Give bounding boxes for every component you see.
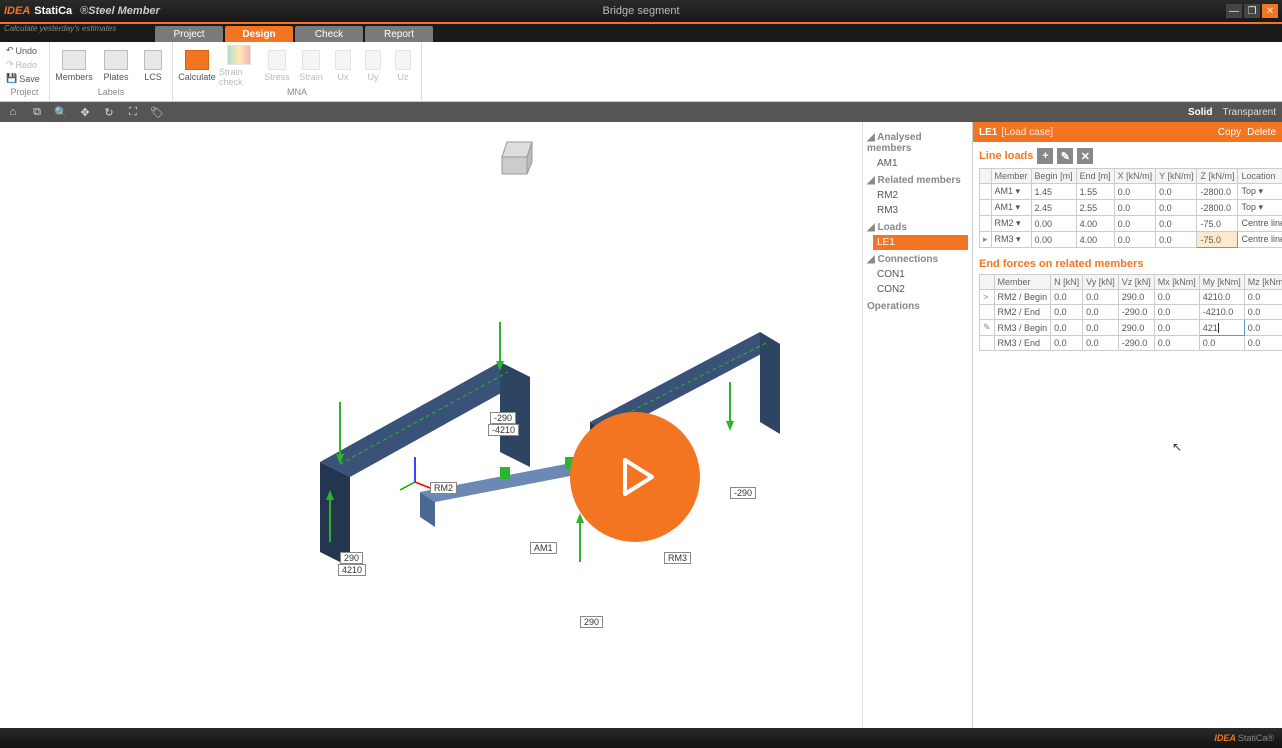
uy-button[interactable]: Uy: [359, 44, 387, 87]
rotate-icon[interactable]: ↻: [102, 105, 116, 119]
transparent-mode[interactable]: Transparent: [1222, 107, 1276, 118]
tree-connections-header[interactable]: ◢ Connections: [867, 254, 968, 265]
end-force-row[interactable]: >RM2 / Begin0.00.0290.00.0 4210.00.0: [980, 290, 1282, 305]
strain-check-button[interactable]: Strain check: [219, 44, 259, 87]
tab-design[interactable]: Design: [225, 26, 293, 42]
zoom-window-icon[interactable]: ⧉: [30, 105, 44, 119]
stress-button[interactable]: Stress: [261, 44, 293, 87]
brand-logo: IDEA: [4, 5, 30, 17]
nav-cube[interactable]: [492, 132, 542, 182]
tab-check[interactable]: Check: [295, 26, 363, 42]
maximize-button[interactable]: ❐: [1244, 4, 1260, 18]
cursor-icon: ↖: [1172, 440, 1182, 454]
line-loads-table[interactable]: MemberBegin [m]End [m]X [kN/m]Y [kN/m]Z …: [979, 168, 1282, 248]
workspace: -290-4210RM2AM1RM3-2902904210290 ◢ Analy…: [0, 122, 1282, 728]
end-force-row[interactable]: RM2 / End0.00.0-290.00.0 -4210.00.0: [980, 305, 1282, 320]
beam-model: [300, 282, 780, 582]
end-force-row[interactable]: RM3 / End0.00.0-290.00.0 0.00.0: [980, 336, 1282, 351]
copy-button[interactable]: Copy: [1218, 127, 1241, 138]
group-labels-label: Labels: [54, 87, 168, 99]
tab-report[interactable]: Report: [365, 26, 433, 42]
viewport-3d[interactable]: -290-4210RM2AM1RM3-2902904210290: [0, 122, 862, 728]
save-button[interactable]: 💾 Save: [4, 72, 45, 85]
tree-operations-header[interactable]: Operations: [867, 301, 968, 312]
main-tabs: Project Design Check Report: [0, 24, 1282, 42]
delete-button[interactable]: Delete: [1247, 127, 1276, 138]
viewport-label: 290: [340, 552, 363, 564]
line-load-row[interactable]: RM2 ▾0.004.000.00.0 -75.0Centre line ▾0: [980, 216, 1282, 232]
group-project-label: Project: [4, 87, 45, 99]
module-name: Steel Member: [88, 5, 160, 17]
line-load-row[interactable]: AM1 ▾2.452.550.00.0 -2800.0Top ▾100: [980, 200, 1282, 216]
tree-related-header[interactable]: ◢ Related members: [867, 175, 968, 186]
status-bar: IDEA StatiCa®: [0, 728, 1282, 748]
strain-button[interactable]: Strain: [295, 44, 327, 87]
minimize-button[interactable]: —: [1226, 4, 1242, 18]
end-forces-table[interactable]: MemberN [kN]Vy [kN]Vz [kN]Mx [kNm]My [kN…: [979, 274, 1282, 351]
close-button[interactable]: ✕: [1262, 4, 1278, 18]
tree-item-le1[interactable]: LE1: [873, 235, 968, 250]
remove-load-button[interactable]: ✕: [1077, 148, 1093, 164]
add-load-button[interactable]: +: [1037, 148, 1053, 164]
properties-panel: LE1 [Load case] Copy Delete Line loads +…: [972, 122, 1282, 728]
viewport-label: -290: [730, 487, 756, 499]
end-force-row[interactable]: ✎RM3 / Begin0.00.0290.00.0 4210.0: [980, 320, 1282, 336]
load-case-title: LE1: [979, 127, 997, 138]
title-bar: IDEA StatiCa® Steel Member Bridge segmen…: [0, 0, 1282, 24]
document-title: Bridge segment: [602, 5, 679, 17]
tree-item-con2[interactable]: CON2: [873, 282, 968, 297]
viewport-label: -4210: [488, 424, 519, 436]
tree-analysed-header[interactable]: ◢ Analysed members: [867, 132, 968, 154]
home-icon[interactable]: ⌂: [6, 105, 20, 119]
viewport-label: RM2: [430, 482, 457, 494]
brand-name: StatiCa: [34, 5, 72, 17]
end-forces-header: End forces on related members: [979, 258, 1276, 270]
plates-button[interactable]: Plates: [96, 44, 136, 87]
redo-button[interactable]: ↷ Redo: [4, 58, 45, 71]
view-toolbar: ⌂ ⧉ 🔍 ✥ ↻ ⛶ 🏷 Solid Transparent: [0, 102, 1282, 122]
zoom-icon[interactable]: 🔍: [54, 105, 68, 119]
undo-button[interactable]: ↶ Undo: [4, 44, 45, 57]
tag-icon[interactable]: 🏷: [150, 105, 164, 119]
ux-button[interactable]: Ux: [329, 44, 357, 87]
viewport-label: 4210: [338, 564, 366, 576]
viewport-label: RM3: [664, 552, 691, 564]
tree-item-con1[interactable]: CON1: [873, 267, 968, 282]
tree-item-rm2[interactable]: RM2: [873, 188, 968, 203]
uz-button[interactable]: Uz: [389, 44, 417, 87]
edit-load-button[interactable]: ✎: [1057, 148, 1073, 164]
members-button[interactable]: Members: [54, 44, 94, 87]
group-mna-label: MNA: [177, 87, 417, 99]
ribbon: ↶ Undo ↷ Redo 💾 Save Project Members Pla…: [0, 42, 1282, 102]
fit-icon[interactable]: ⛶: [126, 105, 140, 119]
viewport-label: -290: [490, 412, 516, 424]
lcs-button[interactable]: LCS: [138, 44, 168, 87]
load-case-subtitle: [Load case]: [1001, 127, 1053, 138]
solid-mode[interactable]: Solid: [1188, 107, 1212, 118]
line-load-row[interactable]: ▸ RM3 ▾0.004.000.00.0 -75.0Centre line ▾…: [980, 232, 1282, 248]
model-tree: ◢ Analysed members AM1 ◢ Related members…: [862, 122, 972, 728]
viewport-label: AM1: [530, 542, 557, 554]
line-load-row[interactable]: AM1 ▾1.451.550.00.0 -2800.0Top ▾100: [980, 184, 1282, 200]
viewport-label: 290: [580, 616, 603, 628]
tree-loads-header[interactable]: ◢ Loads: [867, 222, 968, 233]
line-loads-header: Line loads + ✎ ✕: [979, 148, 1276, 164]
tagline: Calculate yesterday's estimates: [4, 24, 116, 33]
tree-item-am1[interactable]: AM1: [873, 156, 968, 171]
tree-item-rm3[interactable]: RM3: [873, 203, 968, 218]
properties-header: LE1 [Load case] Copy Delete: [973, 122, 1282, 142]
calculate-button[interactable]: Calculate: [177, 44, 217, 87]
tab-project[interactable]: Project: [155, 26, 223, 42]
pan-icon[interactable]: ✥: [78, 105, 92, 119]
play-button[interactable]: [570, 412, 700, 542]
